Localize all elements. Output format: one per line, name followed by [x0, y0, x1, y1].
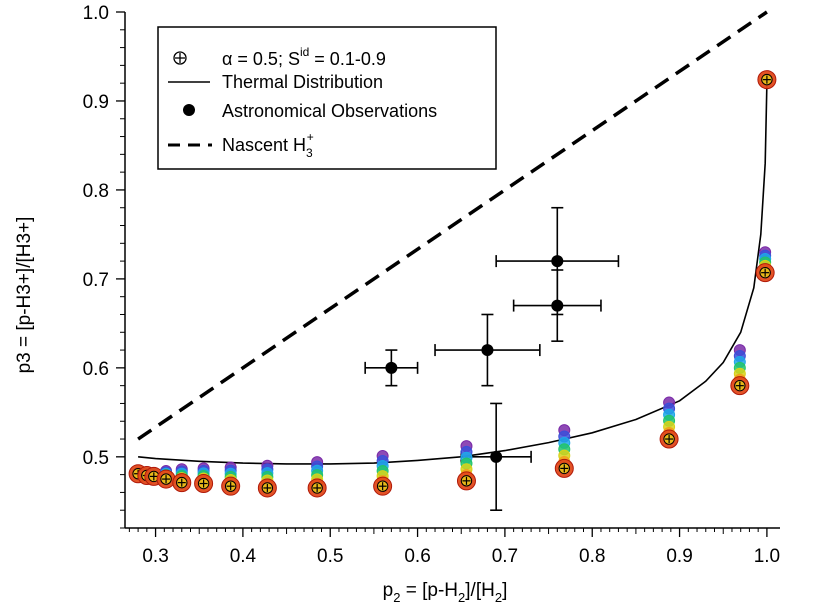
x-tick-label: 0.7 [492, 546, 518, 567]
legend-marker-filled-circle [183, 104, 195, 116]
legend-label-model: α = 0.5; Sid = 0.1-0.9 [222, 45, 386, 69]
legend-entry-observations: Astronomical Observations [183, 101, 437, 121]
y-tick-label: 1.0 [83, 3, 109, 24]
x-tick-label: 1.0 [754, 546, 780, 567]
y-tick-label: 0.9 [83, 92, 109, 113]
y-tick-label: 0.7 [83, 270, 109, 291]
legend-entry-thermal: Thermal Distribution [168, 72, 383, 92]
observation-point [385, 361, 398, 374]
x-tick-label: 0.6 [404, 546, 430, 567]
plot-area [128, 10, 777, 512]
x-tick-label: 0.3 [142, 546, 168, 567]
legend-frame [157, 26, 497, 170]
x-tick-label: 0.4 [230, 546, 257, 567]
x-tick-label: 0.8 [579, 546, 605, 567]
observation-point [481, 344, 494, 357]
x-axis-title: p2 = [p-H2]/[H2] [383, 580, 508, 604]
x-tick-label: 0.5 [317, 546, 343, 567]
axes: 0.3 0.4 0.5 0.6 0.7 0.8 0.9 1.0 0.5 0.6 0.7 0.8 0.9 1… [83, 3, 781, 567]
x-tick-label: 0.9 [666, 546, 692, 567]
legend-label-thermal: Thermal Distribution [222, 72, 383, 92]
legend-marker-circle-plus [173, 51, 187, 65]
legend: α = 0.5; Sid = 0.1-0.9 Thermal Distribut… [157, 26, 497, 170]
y-axis-title: p3 = [p-H3+]/[H3+] [14, 217, 35, 374]
y-axis-title-group: p3 = [p-H3+]/[H3+] [14, 217, 35, 374]
observation-point [551, 255, 564, 268]
y-tick-label: 0.6 [83, 359, 109, 380]
thermal-distribution-line [138, 83, 768, 465]
nascent-h3-dashed-line [137, 10, 768, 441]
legend-label-nascent: Nascent H3+ [222, 130, 314, 160]
legend-entry-nascent: Nascent H3+ [168, 130, 314, 160]
y-tick-label: 0.5 [83, 448, 109, 469]
legend-label-observations: Astronomical Observations [222, 101, 437, 121]
observation-point [490, 450, 503, 463]
y-tick-label: 0.8 [83, 181, 109, 202]
legend-entry-model: α = 0.5; Sid = 0.1-0.9 [173, 45, 386, 69]
observation-point [551, 299, 564, 312]
